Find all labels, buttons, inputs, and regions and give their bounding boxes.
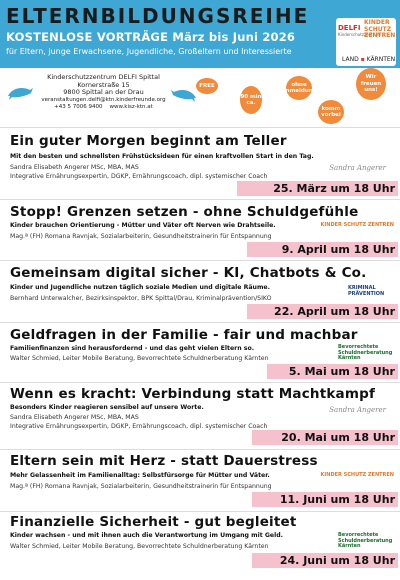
divider — [0, 260, 400, 261]
speaker-signature-logo: Sandra Angerer — [329, 164, 386, 172]
event-title: Finanzielle Sicherheit - gut begleitet — [10, 514, 297, 530]
divider — [0, 127, 400, 128]
organizer-address: Kinderschutzzentrum DELFI Spittal Korner… — [36, 73, 171, 112]
event-speaker: Mag.ª (FH) Romana Ravnjak, Sozialarbeite… — [10, 233, 272, 240]
divider — [0, 511, 400, 512]
speaker-signature-logo: Sandra Angerer — [329, 406, 386, 414]
event-title: Wenn es kracht: Verbindung statt Machtka… — [10, 386, 376, 402]
badge-free: FREE — [196, 78, 218, 94]
organizer-street: Kornerstraße 15 — [77, 80, 130, 89]
event-title: Geldfragen in der Familie - fair und mac… — [10, 327, 358, 343]
divider — [0, 322, 400, 323]
event-speaker-role: Integrative Ernährungsexpertin, DGKP, Er… — [10, 423, 268, 430]
organizer-name: Kinderschutzzentrum DELFI Spittal — [47, 73, 160, 81]
event-date: 11. Juni um 18 Uhr — [252, 492, 398, 507]
event-date: 5. Mai um 18 Uhr — [267, 364, 398, 379]
event-speaker: Mag.ª (FH) Romana Ravnjak, Sozialarbeite… — [10, 483, 272, 490]
schuldnerberatung-logo: Bevorrechtete Schuldnerberatung Kärnten — [338, 532, 393, 549]
kinderschutzzentren-logo: KINDER SCHUTZ ZENTREN — [364, 19, 396, 39]
event-date: 22. April um 18 Uhr — [247, 304, 398, 319]
event-description: Mehr Gelassenheit im Familienalltag: Sel… — [10, 472, 270, 479]
event-date: 24. Juni um 18 Uhr — [252, 553, 398, 568]
badge-come-by: komm vorbei — [318, 100, 344, 124]
badge-no-registration: ohne Anmeldung — [281, 76, 317, 100]
page-title: ELTERNBILDUNGSREIHE — [6, 4, 310, 28]
organizer-web[interactable]: www.kisz-ktn.at — [109, 104, 153, 110]
header-banner: ELTERNBILDUNGSREIHE KOSTENLOSE VORTRÄGE … — [0, 0, 400, 68]
page-subtitle: KOSTENLOSE VORTRÄGE März bis Juni 2026 — [6, 30, 296, 44]
event-date: 25. März um 18 Uhr — [237, 181, 398, 196]
event-description: Kinder wachsen - und mit ihnen auch die … — [10, 532, 283, 539]
event-title: Eltern sein mit Herz - statt Dauerstress — [10, 453, 318, 469]
kriminalpraevention-logo: KRIMINAL PRÄVENTION — [348, 285, 385, 297]
kinderschutzzentren-logo: KINDER SCHUTZ ZENTREN — [320, 222, 394, 228]
event-date: 20. Mai um 18 Uhr — [252, 430, 398, 445]
event-speaker: Sandra Elisabeth Angerer MSc, MBA, MAS — [10, 414, 139, 421]
divider — [0, 449, 400, 450]
event-description: Kinder brauchen Orientierung - Mütter un… — [10, 222, 276, 229]
divider — [0, 382, 400, 383]
event-description: Mit den besten und schnellsten Frühstück… — [10, 153, 314, 160]
event-speaker: Sandra Elisabeth Angerer MSc, MBA, MAS — [10, 164, 139, 171]
schuldnerberatung-logo: Bevorrechtete Schuldnerberatung Kärnten — [338, 344, 393, 361]
badge-duration: 90 min ca. — [240, 86, 262, 114]
dolphin-icon — [171, 90, 196, 102]
dolphin-icon — [8, 88, 33, 100]
organizer-contact: +43 5 7006 9400 www.kisz-ktn.at — [54, 104, 153, 110]
event-title: Gemeinsam digital sicher - KI, Chatbots … — [10, 265, 367, 281]
organizer-email[interactable]: veranstaltungen.delfi@ktn.kinderfreunde.… — [41, 96, 166, 103]
partner-logos: DELFI Kinderschutzzentrum KINDER SCHUTZ … — [336, 18, 396, 66]
badge-welcome: Wir freuen uns! — [356, 68, 386, 100]
event-title: Ein guter Morgen beginnt am Teller — [10, 133, 287, 149]
organizer-city: 9800 Spittal an der Drau — [63, 88, 144, 96]
kinderschutzzentren-logo: KINDER SCHUTZ ZENTREN — [320, 472, 394, 478]
event-description: Familienfinanzen sind herausfordernd - u… — [10, 345, 255, 352]
event-description: Besonders Kinder reagieren sensibel auf … — [10, 404, 204, 411]
event-speaker-role: Integrative Ernährungsexpertin, DGKP, Er… — [10, 173, 268, 180]
event-speaker: Walter Schmied, Leiter Mobile Beratung, … — [10, 543, 269, 550]
divider — [0, 199, 400, 200]
event-description: Kinder und Jugendliche nutzen täglich so… — [10, 284, 270, 291]
land-kaernten-logo: LAND ▪ KÄRNTEN — [342, 56, 396, 63]
event-title: Stopp! Grenzen setzen - ohne Schuldgefüh… — [10, 204, 359, 220]
delfi-logo: DELFI Kinderschutzzentrum — [338, 24, 381, 37]
event-speaker: Bernhard Unterwalcher, Bezirksinspektor,… — [10, 295, 272, 302]
audience-line: für Eltern, junge Erwachsene, Jugendlich… — [6, 47, 292, 56]
event-speaker: Walter Schmied, Leiter Mobile Beratung, … — [10, 355, 269, 362]
event-date: 9. April um 18 Uhr — [247, 242, 398, 257]
